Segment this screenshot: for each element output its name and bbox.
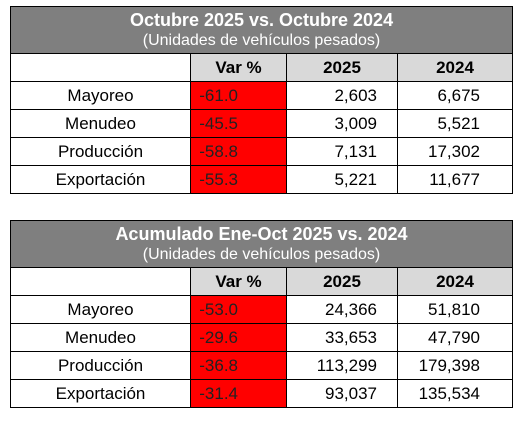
value-2025-cell: 7,131 [286, 137, 398, 166]
table-row: Mayoreo -53.0 24,366 51,810 [10, 295, 514, 324]
row-label: Mayoreo [10, 295, 191, 324]
table-row: Exportación -31.4 93,037 135,534 [10, 379, 514, 408]
row-label: Exportación [10, 379, 191, 408]
row-label: Producción [10, 137, 191, 166]
column-header-2025: 2025 [286, 267, 398, 296]
value-2024-cell: 11,677 [396, 165, 514, 194]
table-row: Menudeo -45.5 3,009 5,521 [10, 109, 514, 138]
table-row: Menudeo -29.6 33,653 47,790 [10, 323, 514, 352]
var-percent-cell: -31.4 [190, 379, 287, 408]
var-percent-cell: -61.0 [190, 81, 287, 110]
cumulative-comparison-table: Acumulado Ene-Oct 2025 vs. 2024 (Unidade… [9, 220, 514, 408]
value-2025-cell: 113,299 [286, 351, 398, 380]
value-2024-cell: 135,534 [396, 379, 514, 408]
column-header-empty [10, 267, 191, 296]
var-percent-cell: -58.8 [190, 137, 287, 166]
row-label: Menudeo [10, 109, 191, 138]
table-title: Octubre 2025 vs. Octubre 2024 [129, 10, 394, 30]
table-subtitle: (Unidades de vehículos pesados) [142, 246, 381, 263]
row-label: Producción [10, 351, 191, 380]
column-header-2024: 2024 [396, 53, 514, 82]
row-label: Exportación [10, 165, 191, 194]
value-2025-cell: 5,221 [286, 165, 398, 194]
row-label: Menudeo [10, 323, 191, 352]
var-percent-cell: -55.3 [190, 165, 287, 194]
value-2025-cell: 33,653 [286, 323, 398, 352]
table-row: Exportación -55.3 5,221 11,677 [10, 165, 514, 194]
var-percent-cell: -29.6 [190, 323, 287, 352]
value-2024-cell: 179,398 [396, 351, 514, 380]
column-header-row: Var % 2025 2024 [10, 53, 514, 82]
column-header-var: Var % [190, 53, 287, 82]
table-header: Acumulado Ene-Oct 2025 vs. 2024 (Unidade… [9, 220, 514, 268]
value-2025-cell: 24,366 [286, 295, 398, 324]
table-row: Mayoreo -61.0 2,603 6,675 [10, 81, 514, 110]
column-header-2025: 2025 [286, 53, 398, 82]
row-label: Mayoreo [10, 81, 191, 110]
var-percent-cell: -36.8 [190, 351, 287, 380]
table-header: Octubre 2025 vs. Octubre 2024 (Unidades … [9, 6, 514, 54]
value-2025-cell: 93,037 [286, 379, 398, 408]
monthly-comparison-table: Octubre 2025 vs. Octubre 2024 (Unidades … [9, 6, 514, 194]
column-header-empty [10, 53, 191, 82]
column-header-2024: 2024 [396, 267, 514, 296]
value-2025-cell: 2,603 [286, 81, 398, 110]
value-2024-cell: 5,521 [396, 109, 514, 138]
value-2024-cell: 6,675 [396, 81, 514, 110]
table-row: Producción -36.8 113,299 179,398 [10, 351, 514, 380]
table-subtitle: (Unidades de vehículos pesados) [142, 32, 381, 49]
column-header-row: Var % 2025 2024 [10, 267, 514, 296]
value-2025-cell: 3,009 [286, 109, 398, 138]
value-2024-cell: 51,810 [396, 295, 514, 324]
column-header-var: Var % [190, 267, 287, 296]
table-title: Acumulado Ene-Oct 2025 vs. 2024 [115, 224, 408, 244]
value-2024-cell: 17,302 [396, 137, 514, 166]
table-row: Producción -58.8 7,131 17,302 [10, 137, 514, 166]
var-percent-cell: -45.5 [190, 109, 287, 138]
var-percent-cell: -53.0 [190, 295, 287, 324]
value-2024-cell: 47,790 [396, 323, 514, 352]
